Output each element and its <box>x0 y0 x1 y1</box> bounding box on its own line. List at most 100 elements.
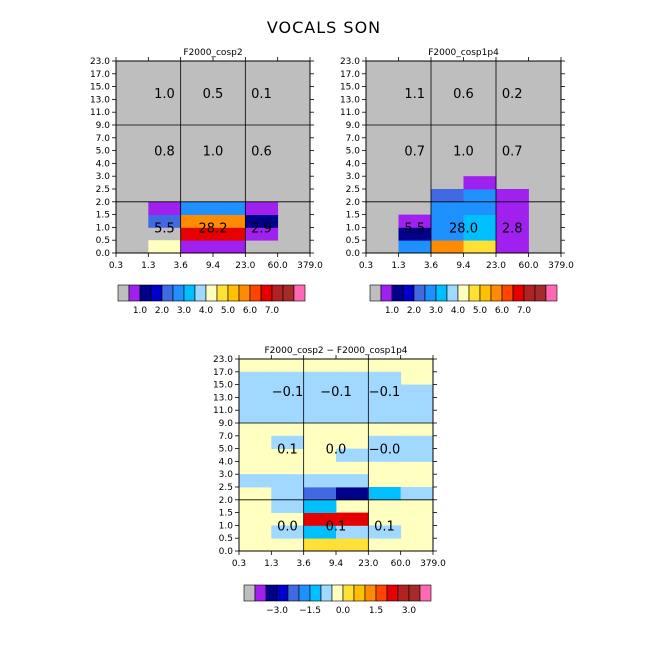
colorbar-swatch <box>479 284 492 302</box>
y-tick-label: 23.0 <box>340 57 360 67</box>
x-tick-label: 0.3 <box>232 559 246 569</box>
colorbar-swatch <box>364 584 377 602</box>
colorbar-swatch <box>534 284 547 302</box>
region-value: 28.0 <box>449 221 478 236</box>
heatmap-cell <box>368 448 402 462</box>
heatmap-cell <box>496 189 529 203</box>
heatmap-cell <box>213 240 246 254</box>
y-tick-label: 15.0 <box>213 381 233 391</box>
x-tick-label: 60.0 <box>391 559 411 569</box>
x-tick-label: 23.0 <box>358 559 378 569</box>
x-tick-label: 60.0 <box>268 261 288 271</box>
y-tick-label: 5.0 <box>346 147 361 157</box>
y-tick-label: 5.0 <box>96 147 111 157</box>
colorbar-swatch <box>150 284 163 302</box>
heatmap-cell <box>463 240 497 254</box>
heatmap-cell <box>463 189 497 203</box>
colorbar-label: 6.0 <box>495 306 510 316</box>
colorbar-swatch <box>380 284 393 302</box>
colorbar-swatch <box>413 284 426 302</box>
heatmap-cell <box>368 435 402 449</box>
colorbar-swatch <box>468 284 481 302</box>
colorbar-label: 2.0 <box>155 306 170 316</box>
x-tick-label: 379.0 <box>548 261 574 271</box>
y-tick-label: 0.5 <box>96 236 110 246</box>
heatmap-cell <box>239 397 272 411</box>
region-value: 0.0 <box>326 443 347 458</box>
x-tick-label: 60.0 <box>518 261 538 271</box>
x-tick-label: 379.0 <box>420 559 446 569</box>
colorbar-swatch <box>386 584 399 602</box>
panel-title: F2000_cosp2 − F2000_cosp1p4 <box>264 346 407 356</box>
colorbar-swatch <box>194 284 207 302</box>
y-tick-label: 2.0 <box>219 496 234 506</box>
region-value: 1.0 <box>203 145 224 160</box>
region-value: 0.2 <box>502 87 523 102</box>
colorbar-swatch <box>254 584 267 602</box>
heatmap-cell <box>180 227 214 241</box>
heatmap-cell <box>213 214 246 228</box>
panel-0: 0.3 1.3 3.6 9.4 23.0 60.0 379.0 0.0 0.5 1.0 1.5 2.0… <box>90 48 323 316</box>
heatmap-cell <box>303 474 337 488</box>
colorbar-swatch <box>117 284 130 302</box>
colorbar-swatch <box>545 284 558 302</box>
heatmap-cell <box>239 371 272 385</box>
y-tick-label: 2.5 <box>96 185 110 195</box>
heatmap-cell <box>431 201 464 215</box>
heatmap-cell <box>180 240 214 254</box>
colorbar-swatch <box>309 584 322 602</box>
heatmap-cell <box>271 397 305 411</box>
colorbar-swatch <box>501 284 514 302</box>
heatmap-cell <box>336 448 369 462</box>
heatmap-cell <box>400 410 434 424</box>
colorbar-swatch <box>293 284 306 302</box>
colorbar-swatch <box>249 284 262 302</box>
heatmap-cell <box>400 448 434 462</box>
heatmap-cell <box>245 227 279 241</box>
region-value: 0.8 <box>154 145 175 160</box>
colorbar-label: 5.0 <box>221 306 236 316</box>
panel-title: F2000_cosp1p4 <box>428 48 499 58</box>
heatmap-cell <box>271 474 305 488</box>
colorbar-swatch <box>353 584 366 602</box>
region-value: 0.5 <box>203 87 224 102</box>
colorbar-swatch <box>172 284 185 302</box>
panel-2: 0.3 1.3 3.6 9.4 23.0 60.0 379.0 0.0 0.5 1.0 1.5 2.0… <box>213 346 446 616</box>
y-tick-label: 2.0 <box>346 198 361 208</box>
colorbar-label: 1.0 <box>385 306 400 316</box>
heatmap-cell <box>368 384 402 398</box>
heatmap-cell <box>336 384 369 398</box>
heatmap-cell <box>239 384 272 398</box>
region-value: 0.7 <box>502 145 523 160</box>
heatmap-cell <box>368 487 402 501</box>
colorbar-swatch <box>342 584 355 602</box>
heatmap-cell <box>431 214 464 228</box>
heatmap-cell <box>303 538 337 552</box>
y-tick-label: 4.0 <box>346 159 361 169</box>
y-tick-label: 0.0 <box>96 249 111 259</box>
y-tick-label: 0.0 <box>346 249 361 259</box>
heatmap-cell <box>368 410 402 424</box>
colorbar-swatch <box>276 584 289 602</box>
y-tick-label: 2.5 <box>346 185 360 195</box>
heatmap-cell <box>336 538 369 552</box>
heatmap-cell <box>463 176 497 190</box>
heatmap-cell <box>336 525 369 539</box>
heatmap-cell <box>368 525 402 539</box>
y-tick-label: 9.0 <box>346 121 361 131</box>
y-tick-label: 17.0 <box>213 368 233 378</box>
x-tick-label: 9.4 <box>206 261 221 271</box>
colorbar-swatch <box>512 284 525 302</box>
heatmap-cell <box>463 227 497 241</box>
heatmap-cell <box>368 397 402 411</box>
region-value: 0.6 <box>453 87 474 102</box>
heatmap-cell <box>400 384 434 398</box>
x-tick-label: 379.0 <box>297 261 323 271</box>
colorbar-swatch <box>375 584 388 602</box>
heatmap-cell <box>400 487 434 501</box>
colorbar-label: 7.0 <box>265 306 280 316</box>
colorbar-swatch <box>490 284 503 302</box>
colorbar-swatch <box>265 584 278 602</box>
figure-title: VOCALS SON <box>267 18 381 37</box>
